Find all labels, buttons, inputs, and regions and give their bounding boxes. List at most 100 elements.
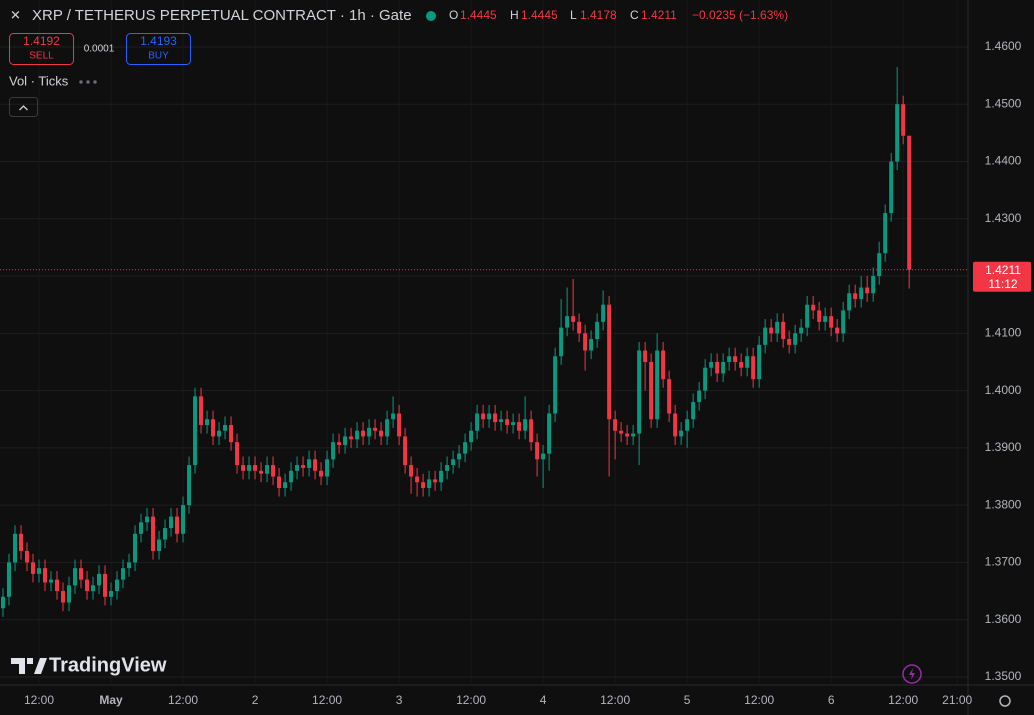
candle-body xyxy=(781,321,786,340)
candle-body xyxy=(85,579,90,592)
candle-body xyxy=(769,327,774,334)
candle-body xyxy=(463,442,468,454)
ohlc-o-label: O xyxy=(449,8,458,22)
candle-body xyxy=(1,596,6,609)
candle-body xyxy=(745,356,750,368)
y-tick-label: 1.4500 xyxy=(985,96,1022,110)
candle-body xyxy=(901,104,906,136)
candle-body xyxy=(175,516,180,534)
candle-body xyxy=(139,522,144,534)
candle-body xyxy=(631,433,636,437)
x-tick-label: 5 xyxy=(684,693,691,707)
ohlc-c: 1.4211 xyxy=(641,8,677,22)
candle-body xyxy=(481,413,486,420)
candle-body xyxy=(253,465,258,471)
candle-body xyxy=(283,482,288,488)
candle-body xyxy=(193,396,198,466)
candle-body xyxy=(613,419,618,431)
buy-price: 1.4193 xyxy=(140,34,177,48)
candle-body xyxy=(541,453,546,460)
candle-body xyxy=(871,276,876,294)
candle-body xyxy=(589,339,594,351)
indicator-menu[interactable] xyxy=(79,80,97,84)
brand-logo xyxy=(11,658,47,674)
candle-body xyxy=(763,327,768,345)
candle-body xyxy=(259,470,264,474)
y-tick-label: 1.3500 xyxy=(985,669,1022,683)
candle-body xyxy=(367,427,372,437)
settings-button[interactable] xyxy=(999,695,1011,707)
candle-body xyxy=(265,465,270,474)
x-tick-label: 3 xyxy=(396,693,403,707)
x-tick-label: 12:00 xyxy=(888,693,918,707)
candle-body xyxy=(853,293,858,299)
candle-body xyxy=(469,430,474,443)
candle-body xyxy=(13,533,18,563)
candle-body xyxy=(817,310,822,322)
y-tick-label: 1.4000 xyxy=(985,383,1022,397)
last-price-label: 1.4211 xyxy=(985,263,1021,277)
candle-body xyxy=(823,316,828,322)
candle-body xyxy=(607,304,612,420)
candle-body xyxy=(757,344,762,380)
sell-button[interactable] xyxy=(9,33,74,65)
candle-body xyxy=(103,573,108,597)
candle-body xyxy=(229,424,234,443)
candle-body xyxy=(655,350,660,420)
y-tick-label: 1.4100 xyxy=(985,326,1022,340)
candle-body xyxy=(559,327,564,357)
x-tick-label: 12:00 xyxy=(24,693,54,707)
candle-body xyxy=(751,356,756,380)
countdown: 11:12 xyxy=(988,277,1017,291)
candle-body xyxy=(19,533,24,551)
ohlc-change: −0.0235 (−1.63%) xyxy=(692,8,788,22)
candle-body xyxy=(151,516,156,551)
x-tick-label: 12:00 xyxy=(168,693,198,707)
candle-body xyxy=(403,436,408,466)
indicator-label: Vol · Ticks xyxy=(9,73,69,88)
candle-body xyxy=(391,413,396,420)
candle-body xyxy=(295,465,300,471)
candle-body xyxy=(775,321,780,334)
candle-body xyxy=(667,379,672,414)
x-tick-label: 12:00 xyxy=(312,693,342,707)
candle-body xyxy=(331,442,336,460)
candle-body xyxy=(673,413,678,437)
candle-body xyxy=(181,505,186,534)
x-tick-label: 4 xyxy=(540,693,547,707)
collapse-button[interactable] xyxy=(9,97,38,117)
ohlc-h-label: H xyxy=(510,8,519,22)
candle-body xyxy=(49,579,54,583)
candle-body xyxy=(277,476,282,488)
buy-label: BUY xyxy=(148,51,169,62)
candle-body xyxy=(895,104,900,162)
axes: 1.3500 1.3600 1.3700 1.3800 1.3900 1.4000 1.41… xyxy=(24,39,1022,707)
candle-body xyxy=(79,568,84,580)
close-icon[interactable]: ✕ xyxy=(10,7,21,22)
buy-button[interactable] xyxy=(126,33,191,65)
candle-body xyxy=(835,327,840,334)
candle-body xyxy=(475,413,480,431)
candle-body xyxy=(715,361,720,374)
candles xyxy=(1,67,912,617)
candle-body xyxy=(511,422,516,425)
candle-body xyxy=(217,430,222,437)
candle-body xyxy=(409,465,414,477)
x-tick-label: 12:00 xyxy=(456,693,486,707)
candle-body xyxy=(685,419,690,431)
candle-body xyxy=(535,442,540,460)
candle-body xyxy=(799,327,804,334)
candle-body xyxy=(841,310,846,334)
y-tick-label: 1.4400 xyxy=(985,154,1022,168)
candle-body xyxy=(343,436,348,446)
lightning-button[interactable] xyxy=(902,664,922,684)
candle-body xyxy=(109,591,114,597)
candle-body xyxy=(847,293,852,311)
candle-body xyxy=(145,516,150,523)
candle-body xyxy=(661,350,666,380)
candle-body xyxy=(859,287,864,299)
candle-body xyxy=(43,568,48,583)
sell-label: SELL xyxy=(29,51,54,62)
candle-body xyxy=(421,482,426,488)
